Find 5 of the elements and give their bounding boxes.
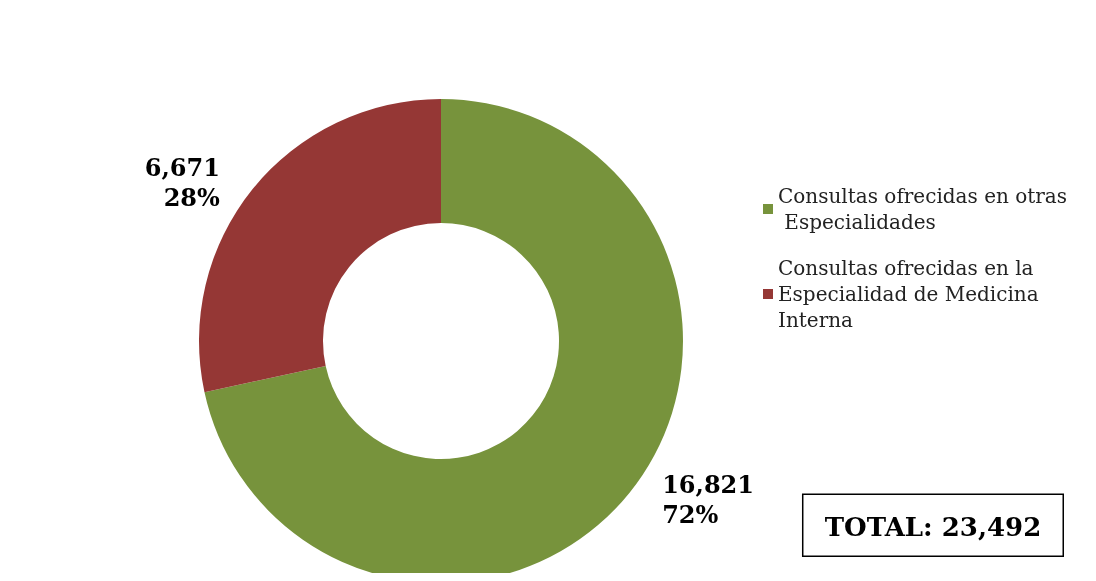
legend-label: Consultas ofrecidas en la Especialidad de Medicina Interna: [778, 256, 1045, 332]
legend-label: Consultas ofrecidas en otras Especialidades: [778, 184, 1068, 234]
data-label: 16,821 72%: [662, 469, 755, 529]
text: TOTAL: 23,492: [824, 512, 1042, 543]
data-label: 6,671 28%: [144, 153, 221, 213]
